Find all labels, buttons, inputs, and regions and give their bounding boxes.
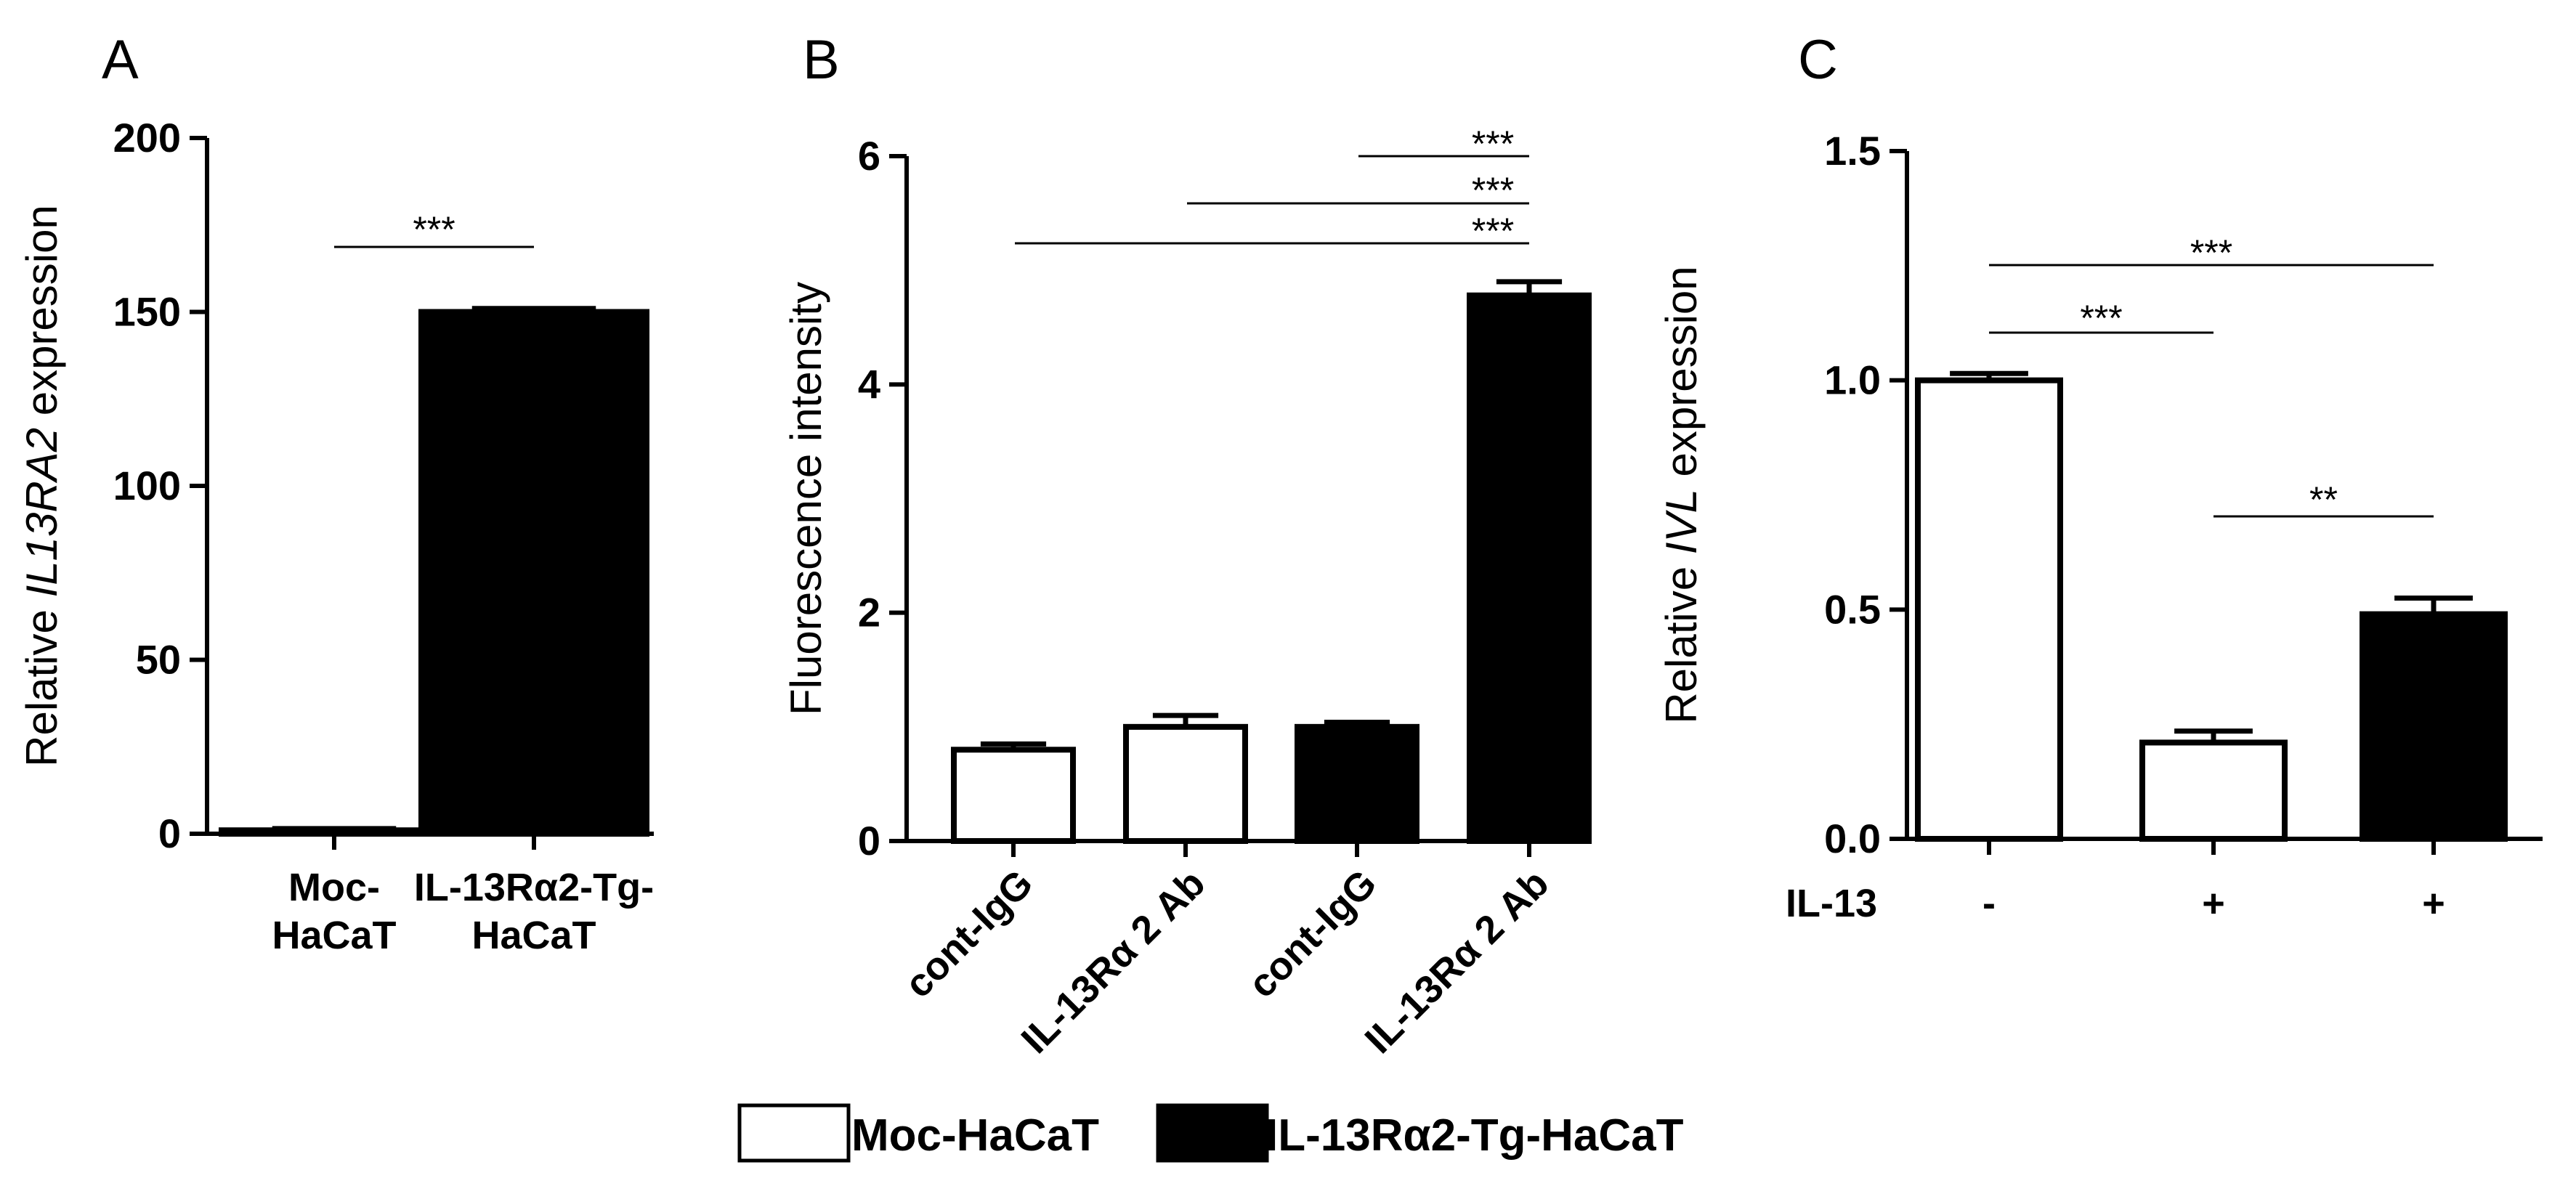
category-label: IL-13Rα2-Tg-HaCaT [414, 866, 654, 957]
category-label: cont-IgG [1240, 861, 1385, 1006]
significance-label: ** [2309, 479, 2338, 520]
significance-marker: *** [1187, 170, 1529, 211]
y-tick-label: 200 [113, 115, 181, 161]
panel-label: C [1798, 29, 1838, 91]
bar [1467, 292, 1592, 844]
error-bar [2394, 596, 2473, 614]
bar [1123, 723, 1248, 844]
bar [418, 309, 649, 837]
y-axis-title: Relative IL13RA2 expression [17, 205, 66, 767]
category-label: + [2202, 882, 2225, 925]
y-tick-label: 1.5 [1824, 128, 1881, 174]
error-bar [1324, 720, 1390, 727]
significance-marker: *** [1989, 232, 2434, 273]
category-label: IL-13Rα 2 Ab [1357, 861, 1558, 1062]
panel-label: A [102, 29, 139, 91]
error-bar [272, 826, 397, 832]
panel-label: B [803, 29, 840, 91]
error-bar [980, 741, 1047, 750]
category-label: + [2422, 882, 2445, 925]
significance-label: *** [413, 209, 455, 250]
y-tick-label: 0 [858, 818, 880, 864]
legend-item: Moc-HaCaT [737, 1103, 1099, 1163]
panel-a: A 0 50 100 150 200 Relative IL13RA2 expression… [17, 29, 654, 957]
y-tick-label: 150 [113, 289, 181, 335]
y-tick-label: 0.5 [1824, 586, 1881, 632]
error-bar [2174, 728, 2253, 743]
y-tick-label: 4 [858, 361, 880, 407]
y-tick-label: 0.0 [1824, 816, 1881, 861]
legend: Moc-HaCaT IL-13Rα2-Tg-HaCaT [737, 1103, 1684, 1163]
y-tick-label: 50 [136, 637, 181, 683]
y-tick-label: 2 [858, 590, 880, 635]
category-label: Moc-HaCaT [272, 866, 396, 957]
y-tick-label: 6 [858, 133, 880, 179]
significance-label: *** [1472, 123, 1514, 164]
legend-label: IL-13Rα2-Tg-HaCaT [1265, 1110, 1684, 1161]
significance-marker: *** [1015, 211, 1529, 251]
legend-swatch [737, 1103, 851, 1163]
category-label: - [1982, 882, 1996, 925]
category-label: IL-13Rα 2 Ab [1013, 861, 1214, 1062]
significance-label: *** [2080, 298, 2122, 338]
error-bar [1950, 370, 2028, 381]
bar [951, 747, 1076, 845]
significance-marker: *** [1358, 123, 1529, 164]
significance-marker: *** [1989, 298, 2214, 338]
bar [2139, 739, 2288, 842]
legend-item: IL-13Rα2-Tg-HaCaT [1156, 1103, 1684, 1163]
error-bar [471, 306, 596, 312]
bar [1915, 377, 2063, 842]
significance-label: *** [1472, 170, 1514, 211]
bar [2360, 611, 2508, 842]
error-bar [1152, 712, 1219, 727]
y-tick-label: 1.0 [1824, 357, 1881, 403]
y-tick-label: 0 [158, 811, 181, 856]
y-axis-title: Fluorescence intensity [782, 282, 830, 715]
significance-label: *** [1472, 211, 1514, 251]
significance-label: *** [2190, 232, 2232, 273]
error-bar [1496, 279, 1563, 296]
significance-marker: ** [2214, 479, 2434, 520]
legend-swatch [1156, 1103, 1269, 1163]
treatment-label: IL-13 [1786, 882, 1877, 925]
category-label: cont-IgG [896, 861, 1041, 1006]
y-axis-title: Relative IVL expression [1657, 266, 1706, 723]
bar [1295, 723, 1419, 844]
significance-marker: *** [334, 209, 534, 250]
legend-label: Moc-HaCaT [851, 1110, 1099, 1161]
y-tick-label: 100 [113, 463, 181, 508]
